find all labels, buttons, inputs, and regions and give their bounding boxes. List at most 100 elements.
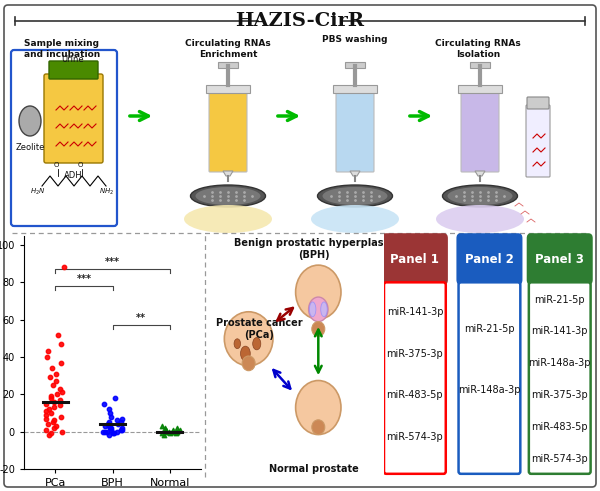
Point xyxy=(116,426,126,434)
Text: $H_2N$: $H_2N$ xyxy=(30,187,46,197)
Text: $NH_2$: $NH_2$ xyxy=(100,187,115,197)
Text: Benign prostatic hyperplasia
(BPH): Benign prostatic hyperplasia (BPH) xyxy=(233,238,393,260)
Point xyxy=(56,402,65,409)
Point xyxy=(49,424,59,432)
Point xyxy=(42,353,52,361)
Point xyxy=(164,428,173,436)
Text: miR-483-5p: miR-483-5p xyxy=(532,422,588,432)
Text: Panel 2: Panel 2 xyxy=(465,252,514,266)
Point xyxy=(172,428,182,436)
Text: O: O xyxy=(53,162,59,168)
FancyBboxPatch shape xyxy=(458,282,520,474)
Text: miR-21-5p: miR-21-5p xyxy=(464,324,515,334)
Circle shape xyxy=(253,338,261,350)
Point xyxy=(41,411,51,419)
Point xyxy=(117,426,127,434)
Text: ADH: ADH xyxy=(64,171,82,180)
Point xyxy=(52,370,61,378)
Point xyxy=(52,422,61,430)
Text: O: O xyxy=(77,162,83,168)
FancyBboxPatch shape xyxy=(461,90,499,172)
Point xyxy=(98,428,108,436)
Point xyxy=(104,422,113,430)
Point xyxy=(175,426,185,434)
Point xyxy=(105,424,115,432)
FancyBboxPatch shape xyxy=(526,105,550,177)
Point xyxy=(43,420,53,428)
Point xyxy=(41,426,50,434)
Text: miR-375-3p: miR-375-3p xyxy=(532,390,588,400)
Text: Prostate cancer
(PCa): Prostate cancer (PCa) xyxy=(216,318,303,340)
Point xyxy=(57,428,67,436)
Point xyxy=(107,413,116,421)
Point xyxy=(104,418,113,426)
FancyBboxPatch shape xyxy=(529,282,590,474)
Ellipse shape xyxy=(308,297,328,322)
FancyBboxPatch shape xyxy=(4,5,596,487)
Point xyxy=(103,428,112,436)
Text: miR-483-5p: miR-483-5p xyxy=(386,390,443,400)
Point xyxy=(48,418,58,426)
FancyBboxPatch shape xyxy=(527,97,549,109)
FancyBboxPatch shape xyxy=(457,233,523,285)
Ellipse shape xyxy=(436,205,524,233)
Text: Zeolite: Zeolite xyxy=(16,143,44,152)
Polygon shape xyxy=(350,171,360,176)
Text: Normal prostate: Normal prostate xyxy=(269,464,358,474)
Point xyxy=(53,330,63,338)
Point xyxy=(104,432,114,439)
Text: **: ** xyxy=(136,313,146,324)
Point xyxy=(47,364,56,372)
Ellipse shape xyxy=(242,356,255,371)
Text: miR-21-5p: miR-21-5p xyxy=(535,295,585,304)
Bar xyxy=(206,85,250,93)
Point xyxy=(52,377,61,385)
Bar xyxy=(345,62,365,68)
Point xyxy=(52,390,62,398)
Bar xyxy=(470,62,490,68)
Point xyxy=(172,430,181,437)
Text: miR-148a-3p: miR-148a-3p xyxy=(458,385,521,395)
Point xyxy=(59,264,69,272)
Point xyxy=(160,424,169,432)
Circle shape xyxy=(234,339,241,349)
Point xyxy=(100,428,110,436)
Point xyxy=(100,400,109,408)
Point xyxy=(117,424,127,432)
Point xyxy=(118,414,127,422)
Text: miR-148a-3p: miR-148a-3p xyxy=(529,358,591,368)
Text: Circulating RNAs
Enrichment: Circulating RNAs Enrichment xyxy=(185,39,271,59)
Text: HAZIS-CirR: HAZIS-CirR xyxy=(235,12,365,30)
Ellipse shape xyxy=(311,205,399,233)
Text: miR-141-3p: miR-141-3p xyxy=(386,307,443,317)
Point xyxy=(106,426,116,434)
Point xyxy=(110,430,119,437)
FancyBboxPatch shape xyxy=(44,74,103,163)
FancyBboxPatch shape xyxy=(382,233,448,285)
Text: miR-375-3p: miR-375-3p xyxy=(386,349,443,358)
Point xyxy=(58,388,67,396)
Text: ***: *** xyxy=(105,257,120,268)
Point xyxy=(55,385,65,393)
Ellipse shape xyxy=(312,420,325,435)
Text: Circulating RNAs
Isolation: Circulating RNAs Isolation xyxy=(435,39,521,59)
Point xyxy=(167,428,177,436)
Bar xyxy=(333,85,377,93)
Point xyxy=(43,348,53,355)
Bar xyxy=(458,85,502,93)
Point xyxy=(110,394,120,402)
Bar xyxy=(218,62,238,68)
Text: Panel 3: Panel 3 xyxy=(535,252,584,266)
Point xyxy=(41,407,51,415)
Ellipse shape xyxy=(296,381,341,435)
Ellipse shape xyxy=(296,265,341,319)
Text: Urine: Urine xyxy=(62,55,85,64)
Point xyxy=(56,358,66,366)
Ellipse shape xyxy=(191,185,265,207)
Point xyxy=(41,414,51,422)
Text: miR-141-3p: miR-141-3p xyxy=(532,327,588,336)
FancyBboxPatch shape xyxy=(11,50,117,226)
Point xyxy=(112,428,122,436)
Point xyxy=(169,426,178,434)
Text: ***: *** xyxy=(76,274,91,284)
